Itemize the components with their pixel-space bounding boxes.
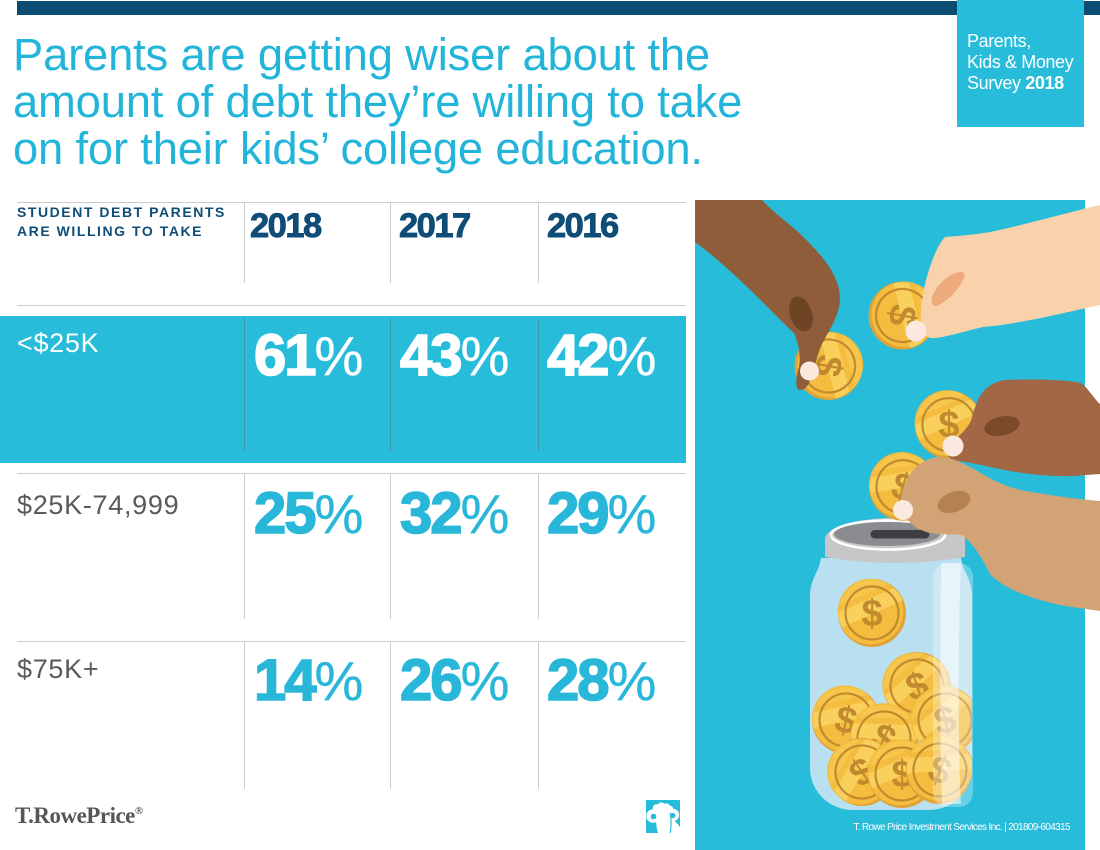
svg-text:T. Rowe Price Investment Servi: T. Rowe Price Investment Services Inc. |… <box>853 822 1071 833</box>
svg-text:$: $ <box>861 593 882 635</box>
